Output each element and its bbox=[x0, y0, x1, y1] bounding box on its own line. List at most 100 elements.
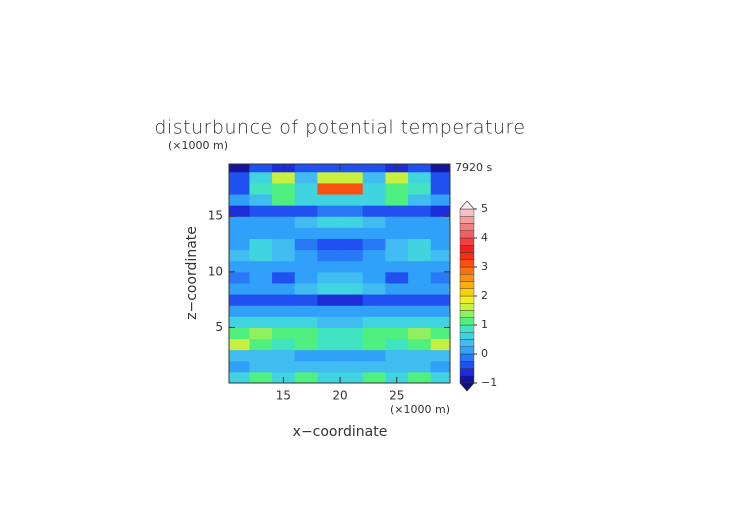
cell bbox=[229, 349, 250, 362]
cell bbox=[317, 164, 341, 173]
cell bbox=[430, 360, 450, 373]
cell bbox=[229, 216, 250, 228]
cell bbox=[317, 227, 341, 239]
cell bbox=[430, 249, 450, 262]
cell bbox=[385, 271, 409, 284]
cell bbox=[249, 271, 273, 284]
cell bbox=[385, 316, 409, 328]
colorbar-band bbox=[459, 245, 475, 253]
colorbar-band bbox=[459, 332, 475, 340]
cell bbox=[408, 271, 432, 284]
cell bbox=[408, 182, 432, 195]
cell bbox=[430, 216, 450, 228]
cell bbox=[362, 338, 386, 351]
cell bbox=[430, 316, 450, 328]
cell bbox=[385, 194, 409, 206]
cell bbox=[385, 205, 409, 217]
cell bbox=[340, 360, 364, 373]
cell bbox=[317, 216, 341, 228]
cell bbox=[430, 171, 450, 184]
cell bbox=[294, 316, 318, 328]
y-unit: (×1000 m) bbox=[168, 139, 228, 152]
cell bbox=[385, 282, 409, 295]
cell bbox=[385, 294, 409, 306]
colorbar-label: 3 bbox=[481, 260, 488, 273]
cell bbox=[249, 371, 273, 383]
cell bbox=[430, 282, 450, 295]
cell bbox=[229, 305, 250, 317]
cell bbox=[229, 182, 250, 195]
cell bbox=[385, 327, 409, 340]
cell bbox=[272, 338, 296, 351]
colorbar-band bbox=[459, 310, 475, 318]
cell bbox=[362, 349, 386, 362]
cell bbox=[229, 194, 250, 206]
colorbar-band bbox=[459, 295, 475, 304]
cell bbox=[430, 182, 450, 195]
cell bbox=[340, 249, 364, 262]
colorbar-band bbox=[459, 223, 475, 231]
cell bbox=[340, 271, 364, 284]
cell bbox=[362, 194, 386, 206]
colorbar-band bbox=[459, 361, 475, 369]
cell bbox=[430, 164, 450, 173]
cell bbox=[272, 360, 296, 373]
cell bbox=[317, 194, 341, 206]
cell bbox=[340, 305, 364, 317]
cell bbox=[249, 349, 273, 362]
cell bbox=[385, 260, 409, 273]
cell bbox=[408, 349, 432, 362]
colorbar-band bbox=[459, 208, 475, 217]
colorbar-label: 1 bbox=[481, 318, 488, 331]
cell bbox=[430, 338, 450, 351]
cell bbox=[317, 294, 341, 306]
colorbar-band bbox=[459, 266, 475, 275]
colorbar-band bbox=[459, 252, 475, 260]
cell bbox=[229, 205, 250, 217]
cell bbox=[362, 227, 386, 239]
cell bbox=[317, 371, 341, 383]
cell bbox=[340, 171, 364, 184]
cell bbox=[249, 194, 273, 206]
cell bbox=[430, 271, 450, 284]
cell bbox=[340, 316, 364, 328]
cell bbox=[362, 305, 386, 317]
cell bbox=[408, 227, 432, 239]
cell bbox=[272, 249, 296, 262]
colorbar-band bbox=[459, 346, 475, 355]
cell bbox=[317, 271, 341, 284]
cell bbox=[229, 260, 250, 273]
cell bbox=[362, 271, 386, 284]
cell bbox=[294, 327, 318, 340]
cell bbox=[408, 305, 432, 317]
cell bbox=[340, 238, 364, 251]
cell bbox=[340, 216, 364, 228]
cell bbox=[229, 164, 250, 173]
cell bbox=[272, 349, 296, 362]
cell bbox=[408, 171, 432, 184]
cell bbox=[229, 316, 250, 328]
cell bbox=[385, 182, 409, 195]
colorbar-band bbox=[459, 324, 475, 333]
cell bbox=[272, 238, 296, 251]
cell bbox=[362, 216, 386, 228]
cell bbox=[229, 338, 250, 351]
cell bbox=[430, 260, 450, 273]
cell bbox=[272, 316, 296, 328]
cell bbox=[249, 216, 273, 228]
cell bbox=[340, 194, 364, 206]
cell bbox=[294, 305, 318, 317]
cell bbox=[340, 294, 364, 306]
cell bbox=[272, 216, 296, 228]
y-axis-label: z−coordinate bbox=[184, 226, 200, 320]
colorbar-label: 0 bbox=[481, 347, 488, 360]
cell bbox=[408, 205, 432, 217]
cell bbox=[317, 238, 341, 251]
cell bbox=[229, 238, 250, 251]
colorbar-band bbox=[459, 274, 475, 282]
cell bbox=[249, 182, 273, 195]
cell bbox=[294, 205, 318, 217]
cell bbox=[317, 316, 341, 328]
colorbar-label: 5 bbox=[481, 202, 488, 215]
